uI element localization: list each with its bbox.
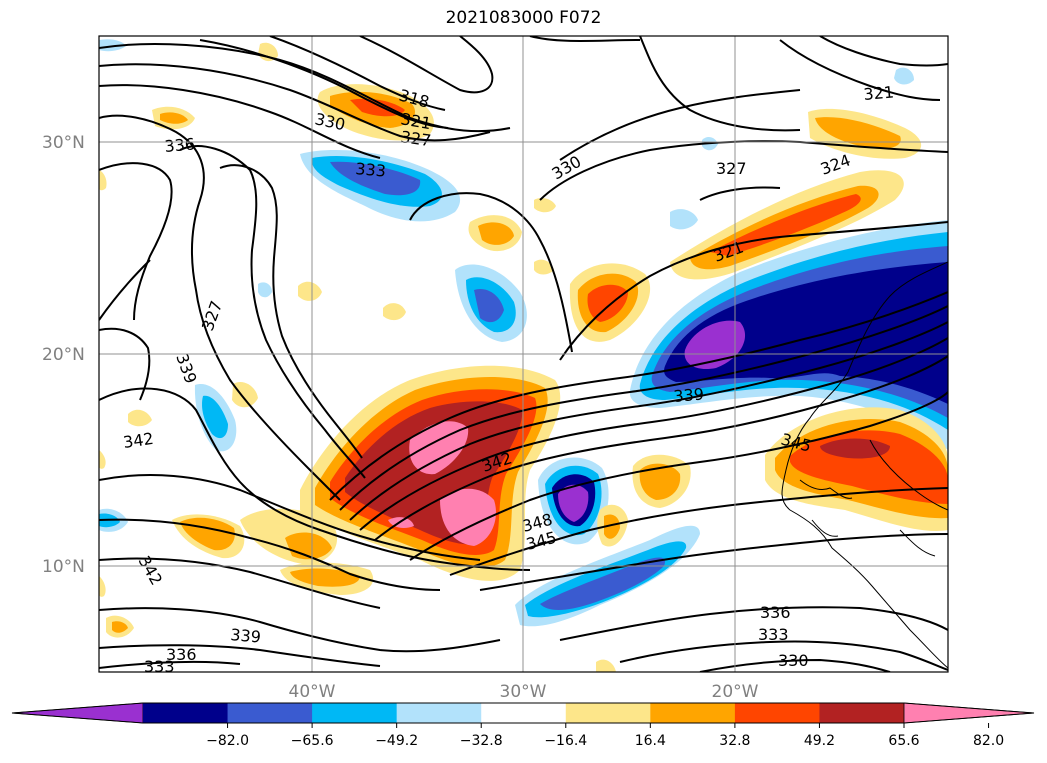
colorbar-segment bbox=[143, 703, 229, 723]
contour-label: 336 bbox=[164, 134, 196, 156]
colorbar-segment bbox=[396, 703, 482, 723]
lon-label-30w: 30°W bbox=[500, 682, 547, 702]
colorbar-extend-low bbox=[11, 702, 144, 724]
warm-core-central-b bbox=[440, 488, 496, 546]
colorbar-segment bbox=[481, 703, 567, 723]
lat-label-10n: 10°N bbox=[42, 557, 85, 577]
colorbar: −82.0 −65.6 −49.2 −32.8 −16.4 16.4 32.8 49.2 65.… bbox=[11, 702, 1035, 749]
warm-core-central-a bbox=[409, 421, 469, 475]
colorbar-segment bbox=[819, 703, 905, 723]
colorbar-tick-label: 49.2 bbox=[804, 733, 835, 749]
colorbar-extend-high bbox=[903, 702, 1035, 724]
contour-label: 333 bbox=[758, 625, 789, 644]
contour-label: 330 bbox=[778, 651, 809, 670]
gridlines bbox=[99, 36, 948, 672]
colorbar-tick-label: −16.4 bbox=[544, 733, 587, 749]
colorbar-segment bbox=[565, 703, 651, 723]
contour-label: 342 bbox=[122, 429, 155, 452]
colorbar-segment bbox=[734, 703, 820, 723]
colorbar-tick-label: −49.2 bbox=[375, 733, 418, 749]
contour-label: 327 bbox=[399, 127, 432, 150]
contour-label: 339 bbox=[673, 384, 705, 406]
colorbar-segment bbox=[650, 703, 736, 723]
contour-label: 321 bbox=[863, 82, 895, 104]
contour-label-group: 318 321 327 324 330 336 333 327 330 327 … bbox=[122, 82, 895, 676]
contour-label: 333 bbox=[355, 159, 387, 181]
colorbar-outline bbox=[11, 702, 1035, 724]
colorbar-segment bbox=[312, 703, 398, 723]
colorbar-tick-label: −32.8 bbox=[460, 733, 503, 749]
colorbar-tick-label: 32.8 bbox=[719, 733, 750, 749]
contour-label: 336 bbox=[760, 603, 791, 622]
plot-title: 2021083000 F072 bbox=[445, 8, 602, 28]
lon-label-20w: 20°W bbox=[712, 682, 759, 702]
colorbar-tick-label: −82.0 bbox=[206, 733, 249, 749]
contour-label: 333 bbox=[144, 657, 175, 676]
lon-label-40w: 40°W bbox=[289, 682, 336, 702]
contour-label: 339 bbox=[230, 625, 262, 647]
colorbar-tick-label: −65.6 bbox=[291, 733, 334, 749]
contour-lines bbox=[99, 36, 948, 672]
map-frame-border bbox=[98, 35, 949, 673]
colorbar-tick-label: 65.6 bbox=[888, 733, 919, 749]
lat-label-20n: 20°N bbox=[42, 345, 85, 365]
lat-label-30n: 30°N bbox=[42, 133, 85, 153]
colorbar-tick-label: 16.4 bbox=[635, 733, 666, 749]
contour-label: 336 bbox=[166, 645, 197, 664]
colorbar-tick-label: 82.0 bbox=[973, 733, 1004, 749]
contour-label: 327 bbox=[716, 159, 747, 178]
colorbar-segment bbox=[227, 703, 313, 723]
coastline bbox=[781, 261, 948, 669]
